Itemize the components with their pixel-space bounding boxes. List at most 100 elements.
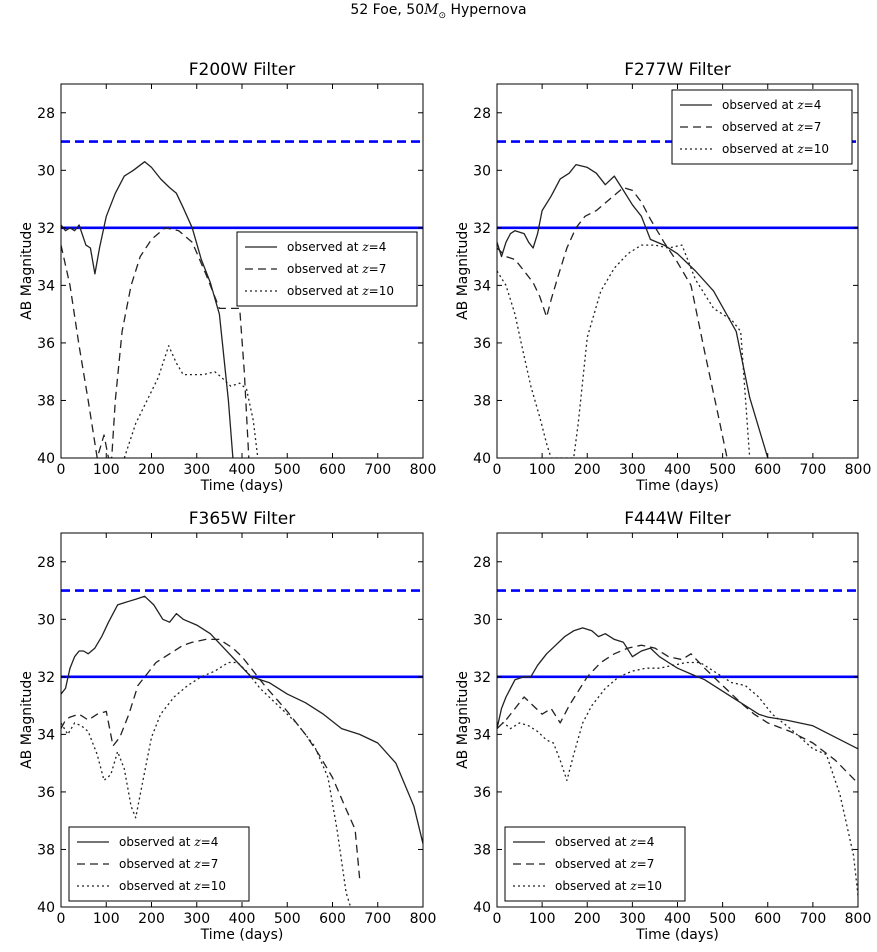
x-axis-label: Time (days)	[200, 478, 284, 494]
x-tick-label: 0	[493, 462, 502, 478]
y-tick-label: 38	[473, 393, 491, 409]
x-tick-label: 200	[574, 911, 601, 927]
legend-box	[671, 89, 853, 165]
legend-label-prefix: observed at	[287, 240, 362, 254]
legend-label: observed at z=4	[722, 98, 821, 112]
legend-label: observed at z=10	[722, 142, 829, 156]
legend-label-value: =10	[637, 879, 662, 893]
series-line-solid	[61, 595, 423, 844]
legend-label: observed at z=4	[119, 835, 218, 849]
x-tick-label: 700	[364, 462, 391, 478]
legend-label-var: z	[361, 262, 369, 276]
panel-2: 0 100 200 300 400 500 600 700 800 28 30 32 34 36 38 40 F…	[455, 60, 871, 494]
x-tick-label: 600	[754, 462, 781, 478]
legend-label-var: z	[193, 835, 201, 849]
legend-label: observed at z=4	[555, 835, 654, 849]
y-tick-label: 32	[37, 670, 55, 686]
y-tick-label: 28	[37, 555, 55, 571]
series-line-dashed	[497, 186, 728, 458]
y-axis-label: AB Magnitude	[455, 671, 471, 769]
y-tick-label: 36	[37, 336, 55, 352]
y-tick-label: 28	[37, 106, 55, 122]
legend-label-var: z	[361, 240, 369, 254]
y-tick-label: 34	[473, 727, 491, 743]
legend-label-value: =4	[637, 835, 655, 849]
panel-3: 0 100 200 300 400 500 600 700 800 28 30 32 34 36 38 40 F…	[19, 509, 436, 943]
legend-label-prefix: observed at	[722, 142, 797, 156]
legend-label-value: =10	[369, 284, 394, 298]
y-tick-label: 28	[473, 106, 491, 122]
y-tick-label: 36	[473, 785, 491, 801]
legend-label: observed at z=7	[119, 857, 218, 871]
legend-label-value: =10	[201, 879, 226, 893]
x-tick-label: 600	[319, 462, 346, 478]
series-line-solid	[497, 627, 858, 750]
legend-label-prefix: observed at	[555, 879, 630, 893]
x-tick-label: 500	[274, 911, 301, 927]
legend-box	[236, 231, 418, 307]
legend-label-value: =7	[637, 857, 655, 871]
x-tick-label: 400	[664, 911, 691, 927]
legend-label-value: =7	[369, 262, 387, 276]
legend-label: observed at z=10	[119, 879, 226, 893]
y-tick-label: 40	[37, 900, 55, 916]
panel-title: F444W Filter	[624, 509, 731, 529]
legend-label-var: z	[796, 142, 804, 156]
legend-label-var: z	[796, 98, 804, 112]
suptitle-mass-symbol: M	[424, 2, 439, 18]
legend-label-prefix: observed at	[119, 835, 194, 849]
y-tick-label: 34	[37, 727, 55, 743]
y-tick-label: 40	[37, 451, 55, 467]
y-tick-label: 40	[473, 451, 491, 467]
x-tick-label: 700	[800, 911, 827, 927]
legend-label-var: z	[193, 879, 201, 893]
y-tick-label: 30	[473, 612, 491, 628]
y-axis-label: AB Magnitude	[19, 671, 35, 769]
y-tick-label: 32	[473, 221, 491, 237]
x-tick-label: 100	[93, 911, 120, 927]
y-tick-label: 30	[37, 612, 55, 628]
x-tick-label: 0	[57, 911, 66, 927]
y-tick-label: 30	[473, 163, 491, 179]
y-tick-label: 38	[37, 842, 55, 858]
legend-label-var: z	[629, 857, 637, 871]
x-tick-label: 800	[410, 462, 437, 478]
x-axis-label: Time (days)	[635, 478, 719, 494]
series-line-dotted	[123, 345, 259, 458]
x-tick-label: 400	[664, 462, 691, 478]
legend-label-var: z	[629, 835, 637, 849]
legend-label-value: =4	[369, 240, 387, 254]
y-tick-label: 36	[37, 785, 55, 801]
x-tick-label: 100	[529, 911, 556, 927]
figure-suptitle: 52 Foe, 50M⊙ Hypernova	[0, 2, 877, 24]
x-tick-label: 700	[800, 462, 827, 478]
y-tick-label: 30	[37, 163, 55, 179]
x-tick-label: 800	[410, 911, 437, 927]
legend-label-prefix: observed at	[555, 835, 630, 849]
legend-label-prefix: observed at	[119, 857, 194, 871]
panel-1: 0 100 200 300 400 500 600 700 800 28 30 32 34 36 38 40 F…	[19, 60, 436, 494]
y-tick-label: 40	[473, 900, 491, 916]
legend-label-prefix: observed at	[287, 284, 362, 298]
y-tick-label: 36	[473, 336, 491, 352]
legend-label-var: z	[629, 879, 637, 893]
legend-label-prefix: observed at	[722, 98, 797, 112]
legend-label: observed at z=10	[287, 284, 394, 298]
x-tick-label: 300	[619, 462, 646, 478]
y-tick-label: 28	[473, 555, 491, 571]
panel-title: F200W Filter	[189, 60, 296, 80]
legend-label: observed at z=4	[287, 240, 386, 254]
series-line-dashed	[61, 638, 361, 879]
panel-title: F365W Filter	[189, 509, 296, 529]
legend-label-var: z	[193, 857, 201, 871]
series-line-dotted	[497, 244, 751, 458]
series-line-dashed	[497, 644, 858, 784]
series-line-solid	[61, 161, 234, 458]
legend-label: observed at z=7	[555, 857, 654, 871]
x-tick-label: 800	[845, 462, 872, 478]
